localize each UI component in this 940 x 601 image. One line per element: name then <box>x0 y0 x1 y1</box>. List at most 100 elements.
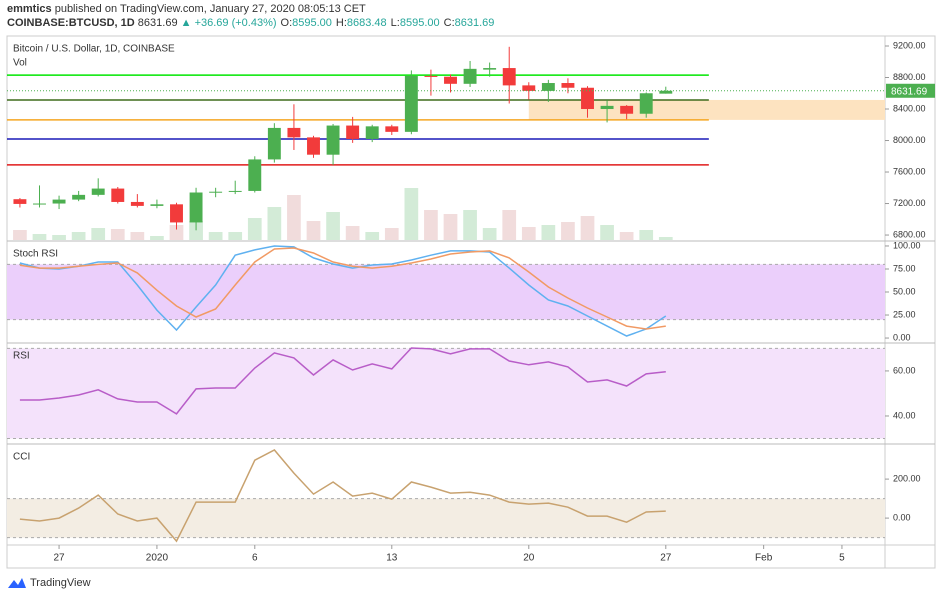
ohlc-key: C: <box>444 17 455 29</box>
y-tick-label: 60.00 <box>893 365 916 375</box>
change: ▲ +36.69 (+0.43%) <box>181 17 277 29</box>
band <box>7 348 885 439</box>
candle-body <box>13 199 27 204</box>
volume-bar <box>580 216 595 240</box>
ohlc-key: H: <box>336 17 347 29</box>
y-tick-label: 7200.00 <box>893 198 926 208</box>
volume-bar <box>619 232 634 240</box>
volume-bar <box>306 221 321 240</box>
volume-bar <box>32 234 47 240</box>
x-tick-label: 5 <box>839 553 845 564</box>
pane-title: CCI <box>13 452 30 463</box>
candle-body <box>424 75 438 77</box>
pane-title: Stoch RSI <box>13 249 58 260</box>
y-tick-label: 0.00 <box>893 512 911 522</box>
candle-body <box>463 68 477 84</box>
y-tick-label: 75.00 <box>893 263 916 273</box>
ohlc-value: 8631.69 <box>455 17 495 29</box>
logo-icon <box>8 578 26 588</box>
ohlc-key: O: <box>281 17 293 29</box>
volume-bar <box>228 232 243 240</box>
y-tick-label: 40.00 <box>893 410 916 420</box>
candle-body <box>365 126 379 139</box>
y-tick-label: 200.00 <box>893 473 921 483</box>
volume-bar <box>287 195 301 240</box>
candle-body <box>130 201 144 206</box>
author: emmtics <box>7 3 52 15</box>
y-tick-label: 8000.00 <box>893 135 926 145</box>
volume-bar <box>443 214 458 240</box>
header-line: emmtics published on TradingView.com, Ja… <box>7 3 366 15</box>
candle-body <box>170 204 183 223</box>
y-tick-label: 25.00 <box>893 309 916 319</box>
volume-bar <box>561 222 575 240</box>
pane <box>7 46 885 240</box>
volume-bar <box>482 228 497 240</box>
pane-title: RSI <box>13 351 30 362</box>
zone <box>528 99 885 120</box>
candle-body <box>444 76 457 84</box>
volume-bar <box>13 230 27 240</box>
band <box>7 264 885 320</box>
candle-body <box>659 90 673 94</box>
volume-label: Vol <box>13 58 27 69</box>
candle-body <box>483 68 497 70</box>
volume-bar <box>424 210 438 240</box>
volume-bar <box>404 188 419 240</box>
volume-bar <box>267 207 282 240</box>
y-tick-label: 8400.00 <box>893 103 926 113</box>
ohlc-key: L: <box>391 17 400 29</box>
candle-body <box>33 203 46 205</box>
candle-body <box>346 125 360 139</box>
y-tick-label: 8800.00 <box>893 72 926 82</box>
last-price: 8631.69 <box>138 17 178 29</box>
volume-bar <box>52 235 66 240</box>
ohlc-value: 8595.00 <box>400 17 440 29</box>
volume-bar <box>541 225 556 240</box>
candle-body <box>209 191 223 193</box>
candle-body <box>72 194 86 200</box>
candle-body <box>522 85 536 91</box>
published: published on TradingView.com, January 27… <box>55 3 366 15</box>
candle-body <box>189 192 203 223</box>
volume-bar <box>208 232 223 240</box>
ohlc-value: 8683.48 <box>347 17 387 29</box>
volume-bar <box>502 210 517 240</box>
pane <box>7 245 885 337</box>
y-tick-label: 6800.00 <box>893 229 926 239</box>
last-price-label: 8631.69 <box>891 86 928 97</box>
y-tick-label: 0.00 <box>893 332 911 342</box>
x-tick-label: Feb <box>755 553 773 564</box>
volume-bar <box>247 218 262 240</box>
last-price-box <box>886 83 935 98</box>
candle-body <box>228 190 242 192</box>
volume-bar <box>130 232 145 240</box>
x-tick-label: 2020 <box>146 553 169 564</box>
volume-bar <box>189 221 203 240</box>
candle-body <box>248 159 262 191</box>
symbol-line: COINBASE:BTCUSD, 1D 8631.69 ▲ +36.69 (+0… <box>7 17 494 29</box>
volume-bar <box>71 232 86 240</box>
volume-bar <box>91 228 106 240</box>
volume-bar <box>110 229 125 240</box>
pane <box>7 347 885 439</box>
candle-body <box>111 188 125 202</box>
ohlc-value: 8595.00 <box>292 17 332 29</box>
x-tick-label: 13 <box>386 553 398 564</box>
symbol: COINBASE:BTCUSD, 1D <box>7 17 135 29</box>
candle-body <box>385 126 399 132</box>
volume-bar <box>658 237 673 240</box>
x-tick-label: 27 <box>660 553 672 564</box>
candle-body <box>287 127 301 138</box>
candle-body <box>541 83 555 91</box>
volume-bar <box>150 236 164 240</box>
y-tick-label: 50.00 <box>893 286 916 296</box>
volume-bar <box>600 225 614 240</box>
y-tick-label: 9200.00 <box>893 40 926 50</box>
pane-title: Bitcoin / U.S. Dollar, 1D, COINBASE <box>13 44 175 55</box>
band <box>7 498 885 538</box>
series-line <box>19 449 666 543</box>
candle-body <box>639 93 653 114</box>
